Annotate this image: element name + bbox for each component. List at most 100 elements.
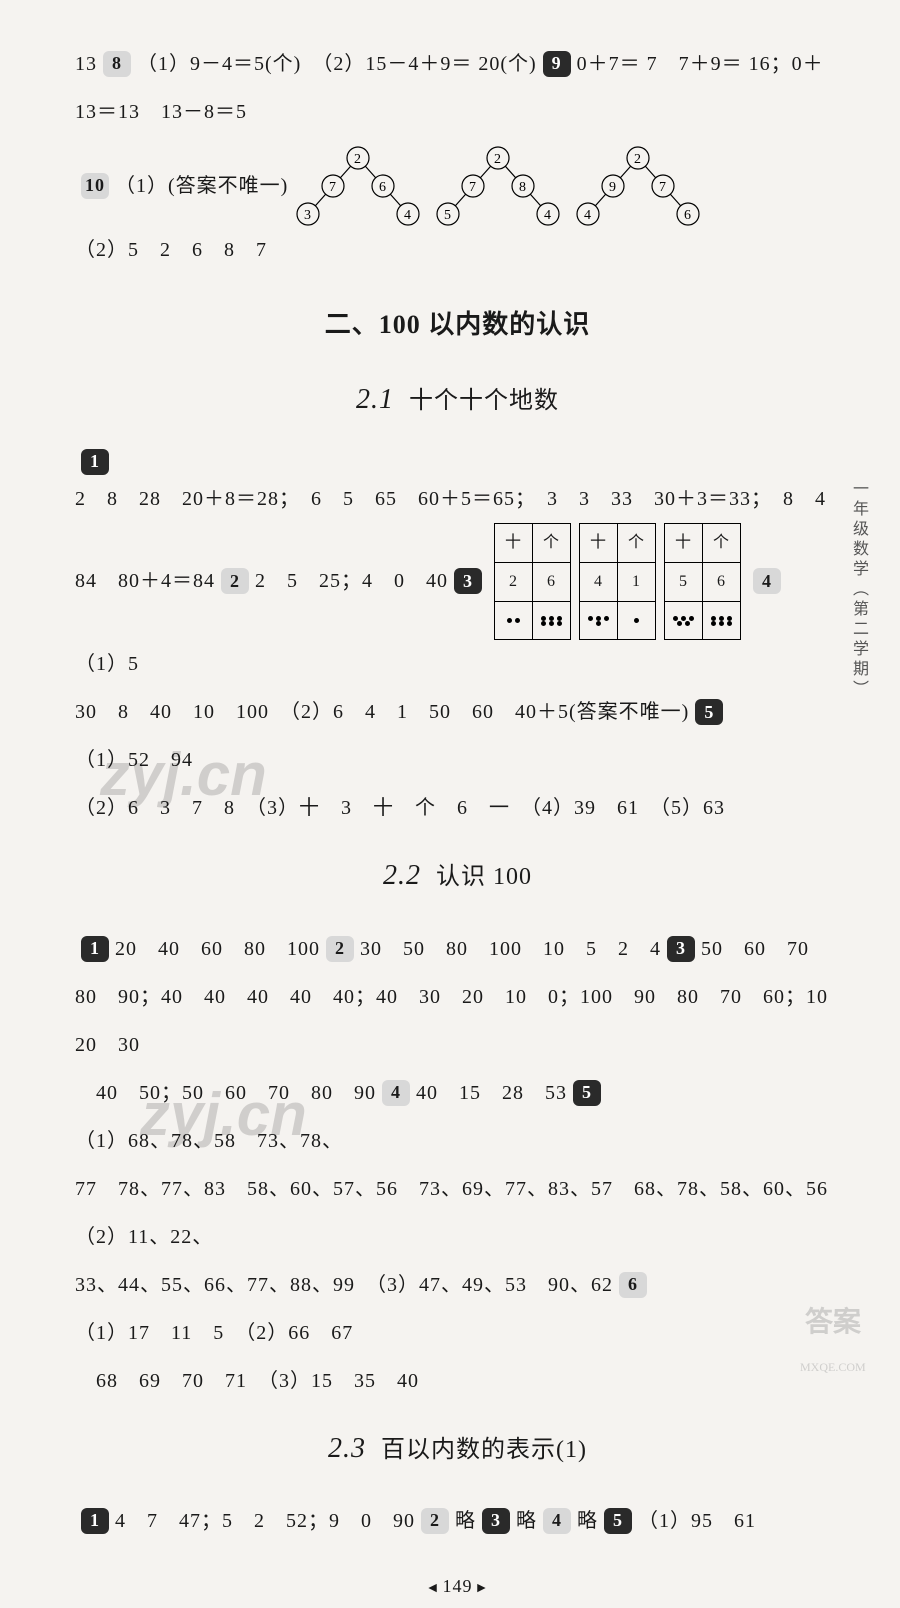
line-after-trees: （2）5 2 6 8 7 — [75, 226, 840, 274]
svg-text:4: 4 — [544, 208, 552, 223]
place-value-table: 十个56 — [664, 523, 741, 641]
svg-text:3: 3 — [304, 208, 312, 223]
line-top-1: 13 8 （1）9－4＝5(个) （2）15－4＋9＝ 20(个) 9 0＋7＝… — [75, 40, 840, 88]
text: 40 15 28 53 — [416, 1069, 567, 1117]
side-label: 一年级数学（第二学期） — [846, 480, 870, 700]
text: （1）5 — [75, 640, 139, 688]
tree-diagram: 2 7 8 5 4 — [433, 146, 563, 226]
section-2-3-title: 2.3 百以内数的表示(1) — [75, 1415, 840, 1482]
svg-text:7: 7 — [659, 180, 667, 195]
q-num-10: 10 — [81, 173, 109, 199]
svg-text:4: 4 — [584, 208, 592, 223]
q-num-1: 1 — [81, 449, 109, 475]
page-content: 13 8 （1）9－4＝5(个) （2）15－4＋9＝ 20(个) 9 0＋7＝… — [75, 40, 840, 1608]
svg-text:5: 5 — [444, 208, 452, 223]
svg-text:7: 7 — [329, 180, 337, 195]
q-num-5: 5 — [573, 1080, 601, 1106]
q-num-2: 2 — [421, 1508, 449, 1534]
text: 4 7 47；5 2 52；9 0 90 — [115, 1497, 415, 1545]
line-q10: 10 （1）(答案不唯一) 2 7 6 3 4 2 7 8 5 4 2 9 7 4 6 — [75, 146, 840, 226]
q-num-8: 8 — [103, 51, 131, 77]
q-num-1: 1 — [81, 936, 109, 962]
q-num-3: 3 — [454, 568, 482, 594]
s21-line2: 84 80＋4＝84 2 2 5 25；4 0 40 3 十个26十个41十个5… — [75, 523, 840, 689]
corner-txt2: MXQE.COM — [800, 1360, 866, 1375]
text: （1）68、78、58 73、78、 — [75, 1117, 343, 1165]
text: 50 60 70 — [701, 925, 809, 973]
text: 13 — [75, 40, 97, 88]
text: 2 8 28 20＋8＝28； 6 5 65 60＋5＝65； 3 3 33 3… — [75, 475, 826, 523]
text: 略 — [455, 1497, 476, 1545]
text: 2 5 25；4 0 40 — [255, 557, 448, 605]
svg-text:8: 8 — [519, 180, 527, 195]
text: 30 8 40 10 100 （2）6 4 1 50 60 40＋5(答案不唯一… — [75, 688, 689, 736]
text: （1）17 11 5 （2）66 67 — [75, 1309, 353, 1357]
q-num-2: 2 — [221, 568, 249, 594]
text: （1）95 61 — [638, 1497, 756, 1545]
text: 略 — [516, 1497, 537, 1545]
section-2-2-title: 2.2 认识 100 — [75, 842, 840, 909]
q-num-3: 3 — [667, 936, 695, 962]
section-label: 十个十个地数 — [409, 388, 559, 414]
text: 80 90；40 40 40 40 40；40 30 20 10 0；100 9… — [75, 973, 840, 1069]
q-num-1: 1 — [81, 1508, 109, 1534]
q-num-4: 4 — [543, 1508, 571, 1534]
s22-line2: 80 90；40 40 40 40 40；40 30 20 10 0；100 9… — [75, 973, 840, 1069]
s22-line5: 33、44、55、66、77、88、99 （3）47、49、53 90、62 6… — [75, 1261, 840, 1357]
q-num-4: 4 — [382, 1080, 410, 1106]
tree-diagram: 2 7 6 3 4 — [293, 146, 423, 226]
s21-line4: （2）6 3 7 8 （3）十 3 十 个 6 一 （4）39 61 （5）63 — [75, 784, 840, 832]
q-num-2: 2 — [326, 936, 354, 962]
text: （1）9－4＝5(个) （2）15－4＋9＝ 20(个) — [137, 40, 537, 88]
section-2-1-title: 2.1 十个十个地数 — [75, 366, 840, 433]
section-2-title: 二、100 以内数的认识 — [75, 294, 840, 356]
s22-line1: 1 20 40 60 80 100 2 30 50 80 100 10 5 2 … — [75, 925, 840, 973]
svg-text:6: 6 — [379, 180, 387, 195]
section-num: 2.2 — [383, 860, 421, 891]
s22-line4: 77 78、77、83 58、60、57、56 73、69、77、83、57 6… — [75, 1165, 840, 1261]
text: 13＝13 13－8＝5 — [75, 88, 247, 136]
svg-text:7: 7 — [469, 180, 477, 195]
text: 33、44、55、66、77、88、99 （3）47、49、53 90、62 — [75, 1261, 613, 1309]
line-top-2: 13＝13 13－8＝5 — [75, 88, 840, 136]
section-label: 认识 100 — [436, 864, 532, 890]
svg-text:9: 9 — [609, 180, 617, 195]
place-value-tables: 十个26十个41十个56 — [494, 523, 741, 641]
text: 20 40 60 80 100 — [115, 925, 320, 973]
q-num-3: 3 — [482, 1508, 510, 1534]
text: 30 50 80 100 10 5 2 4 — [360, 925, 661, 973]
text: （1）(答案不唯一) — [115, 162, 288, 210]
place-value-table: 十个41 — [579, 523, 656, 641]
text: 84 80＋4＝84 — [75, 557, 215, 605]
s22-line3: 40 50；50 60 70 80 90 4 40 15 28 53 5 （1）… — [75, 1069, 840, 1165]
text: （1）52 94 — [75, 736, 193, 784]
text: 68 69 70 71 （3）15 35 40 — [75, 1357, 419, 1405]
q-num-4: 4 — [753, 568, 781, 594]
s21-line3: 30 8 40 10 100 （2）6 4 1 50 60 40＋5(答案不唯一… — [75, 688, 840, 784]
s21-line1: 1 2 8 28 20＋8＝28； 6 5 65 60＋5＝65； 3 3 33… — [75, 449, 840, 523]
section-num: 2.3 — [328, 1433, 366, 1464]
tree-diagram: 2 9 7 4 6 — [573, 146, 703, 226]
s22-line6: 68 69 70 71 （3）15 35 40 — [75, 1357, 840, 1405]
place-value-table: 十个26 — [494, 523, 571, 641]
tree-diagrams: 2 7 6 3 4 2 7 8 5 4 2 9 7 4 6 — [288, 146, 708, 226]
svg-text:2: 2 — [494, 152, 502, 167]
svg-text:4: 4 — [404, 208, 412, 223]
q-num-5: 5 — [604, 1508, 632, 1534]
text: （2）5 2 6 8 7 — [75, 226, 267, 274]
corner-txt1: 答案 — [805, 1300, 861, 1340]
text: 略 — [577, 1497, 598, 1545]
q-num-6: 6 — [619, 1272, 647, 1298]
text: （2）6 3 7 8 （3）十 3 十 个 6 一 （4）39 61 （5）63 — [75, 784, 725, 832]
text: 0＋7＝ 7 7＋9＝ 16；0＋ — [577, 40, 824, 88]
svg-text:2: 2 — [354, 152, 362, 167]
svg-text:6: 6 — [684, 208, 692, 223]
text: 77 78、77、83 58、60、57、56 73、69、77、83、57 6… — [75, 1165, 840, 1261]
svg-text:2: 2 — [634, 152, 642, 167]
s23-line1: 1 4 7 47；5 2 52；9 0 90 2 略 3 略 4 略 5 （1）… — [75, 1497, 840, 1545]
q-num-9: 9 — [543, 51, 571, 77]
text: 40 50；50 60 70 80 90 — [75, 1069, 376, 1117]
q-num-5: 5 — [695, 699, 723, 725]
corner-badge: 答案 MXQE.COM — [800, 1290, 890, 1380]
section-num: 2.1 — [356, 384, 394, 415]
